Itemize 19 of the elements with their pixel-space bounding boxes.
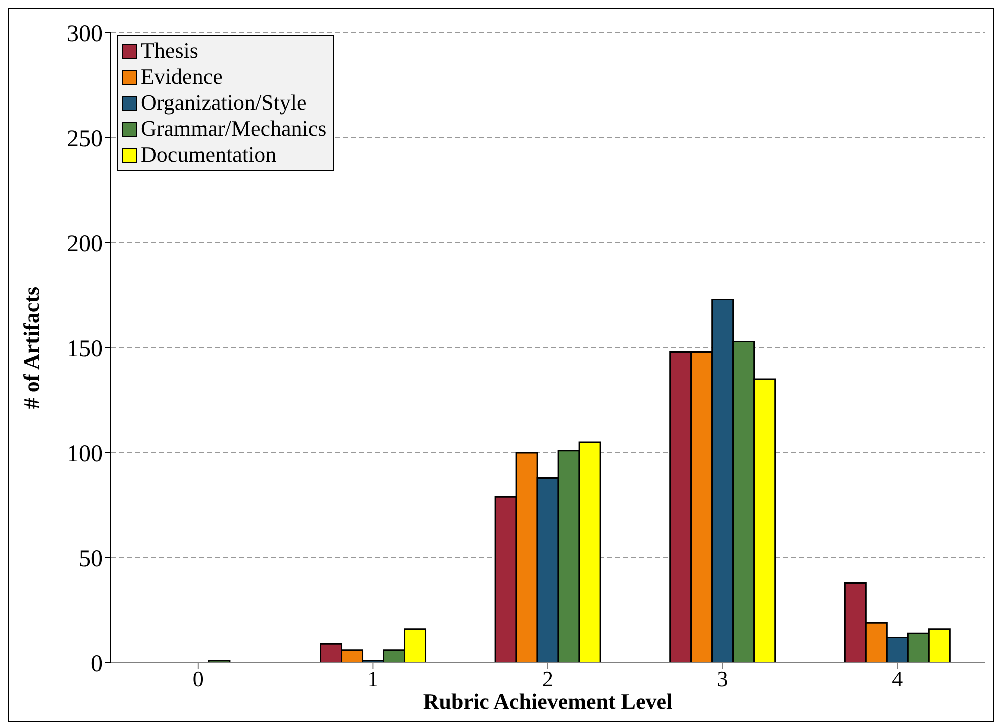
x-axis-title: Rubric Achievement Level	[423, 689, 673, 714]
x-tick-label: 3	[717, 666, 728, 692]
legend-label: Organization/Style	[141, 90, 307, 116]
y-tick-label: 300	[67, 22, 103, 48]
y-tick-label: 250	[67, 126, 103, 153]
y-tick-label: 200	[67, 232, 103, 258]
x-tick-label: 0	[192, 666, 204, 692]
x-tick-label: 1	[368, 666, 379, 692]
y-axis-title: # of Artifacts	[18, 286, 44, 410]
bar	[208, 660, 231, 663]
y-tick-label: 150	[67, 336, 103, 363]
y-tick-label: 100	[67, 442, 103, 468]
x-tick-label: 4	[892, 666, 904, 692]
x-tick-label: 2	[542, 666, 554, 692]
legend-label: Documentation	[141, 142, 277, 168]
y-tick-label: 50	[79, 546, 103, 573]
legend-label: Evidence	[141, 64, 223, 90]
legend-label: Thesis	[141, 38, 198, 64]
legend-label: Grammar/Mechanics	[141, 116, 327, 142]
